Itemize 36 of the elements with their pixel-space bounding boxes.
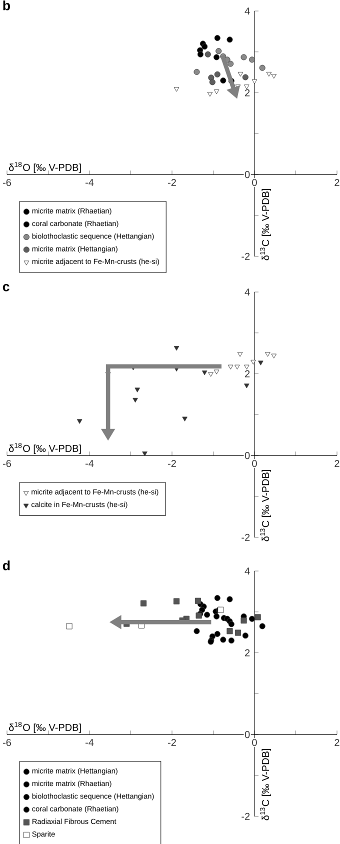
x-tick-label: 0 xyxy=(252,460,257,468)
y-tick-label: 2 xyxy=(245,649,250,656)
y-tick-label: -2 xyxy=(242,534,250,541)
y-axis-title: δ$^{13}$C [‰ V-PDB] xyxy=(260,470,272,542)
x-axis-title: δ$^{18}$O [‰ V-PDB] xyxy=(9,442,81,454)
y-tick-label: 4 xyxy=(244,8,250,14)
x-tick-label: -6 xyxy=(2,460,12,468)
x-tick-label: 0 xyxy=(252,178,257,186)
x-axis-title: δ$^{18}$O [‰ V-PDB] xyxy=(9,162,81,173)
x-tick-label: -2 xyxy=(168,738,176,746)
chart-title: b xyxy=(3,0,10,10)
x-tick-label: -4 xyxy=(85,738,94,746)
y-tick-label: 0 xyxy=(244,731,250,738)
y-tick-label: 2 xyxy=(245,370,250,378)
y-tick-label: 2 xyxy=(245,89,250,96)
x-tick-label: -2 xyxy=(168,460,176,467)
y-tick-label: 4 xyxy=(244,288,250,296)
y-tick-label: 0 xyxy=(244,452,250,460)
y-axis-title: δ$^{13}$C [‰ V-PDB] xyxy=(260,188,272,260)
x-tick-label: -2 xyxy=(168,178,176,186)
y-tick-label: 4 xyxy=(244,568,250,574)
x-tick-label: -6 xyxy=(2,178,12,186)
y-tick-label: 0 xyxy=(244,171,250,178)
y-tick-label: -2 xyxy=(242,252,250,260)
chart-title: d xyxy=(2,560,10,570)
x-tick-label: 2 xyxy=(334,178,340,186)
x-tick-label: 2 xyxy=(334,738,340,746)
y-tick-label: -2 xyxy=(242,812,250,820)
x-tick-label: -6 xyxy=(2,738,12,746)
x-tick-label: 2 xyxy=(334,460,340,467)
x-tick-label: 0 xyxy=(252,738,257,746)
chart-title: c xyxy=(2,284,10,292)
x-tick-label: -4 xyxy=(85,460,94,467)
x-axis-title: δ$^{18}$O [‰ V-PDB] xyxy=(9,722,81,733)
x-tick-label: -4 xyxy=(85,178,94,186)
y-axis-title: δ$^{13}$C [‰ V-PDB] xyxy=(260,748,272,820)
